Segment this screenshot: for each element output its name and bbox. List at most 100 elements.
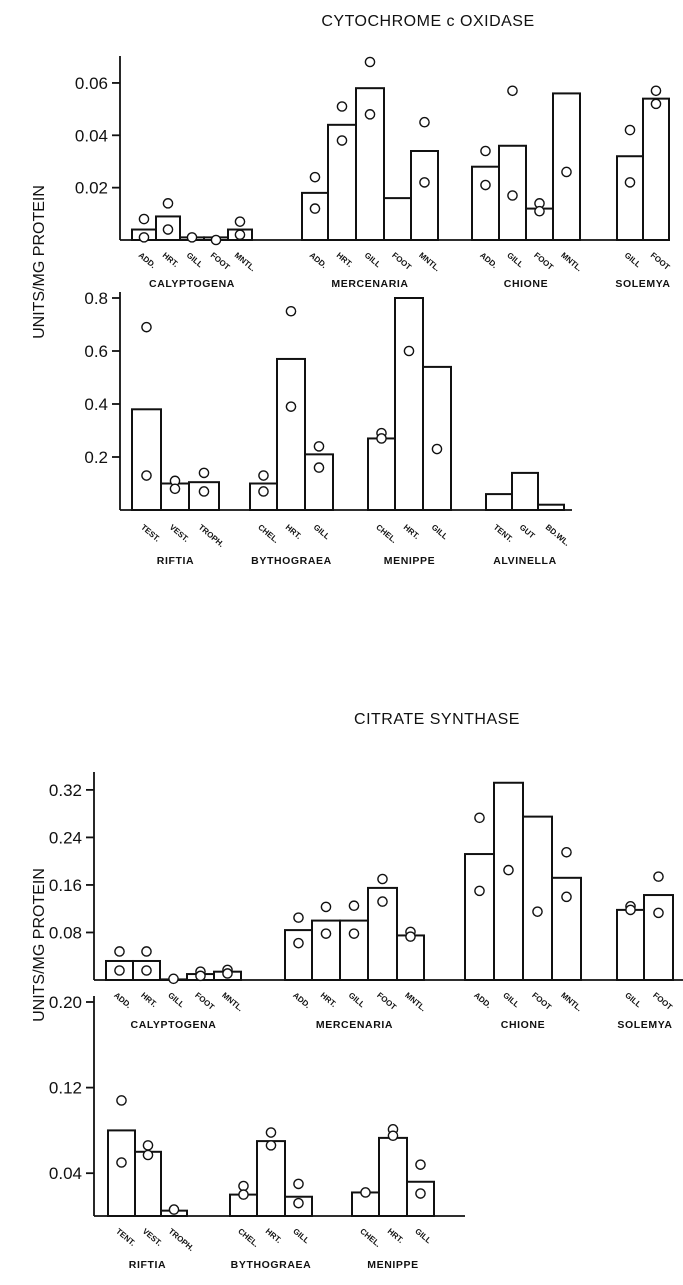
bar: [304, 453, 334, 512]
bar: [616, 908, 645, 981]
data-point: [210, 234, 222, 246]
y-tick-label: 0.06: [75, 74, 108, 93]
category-label: BD.WL.: [544, 523, 572, 548]
bar: [642, 97, 670, 241]
data-point: [198, 467, 210, 479]
data-point: [285, 401, 297, 412]
data-point: [650, 85, 662, 97]
data-point: [474, 885, 485, 897]
data-point: [293, 1197, 304, 1209]
category-label: CHEL.: [374, 523, 398, 545]
data-point: [265, 1140, 277, 1151]
group-label: BYTHOGRAEA: [231, 1259, 312, 1271]
category-label: FOOT: [649, 251, 672, 272]
group-label: MENIPPE: [384, 555, 435, 567]
data-point: [313, 441, 325, 452]
data-point: [198, 486, 210, 497]
data-point: [419, 177, 430, 188]
category-label: MNTL.: [233, 251, 258, 274]
data-point: [285, 305, 297, 317]
data-point: [142, 1149, 154, 1161]
data-point: [474, 812, 485, 824]
category-label: FOOT: [193, 991, 216, 1012]
category-label: MNTL.: [559, 991, 584, 1014]
data-point: [653, 907, 664, 919]
category-label: CHEL.: [256, 523, 280, 545]
data-point: [431, 443, 443, 455]
y-tick-label: 0.12: [49, 1079, 82, 1098]
data-point: [238, 1180, 249, 1192]
category-label: MNTL.: [559, 251, 584, 274]
data-point: [480, 145, 491, 157]
y-tick-label: 0.04: [75, 126, 108, 145]
data-point: [561, 846, 572, 858]
group-label: RIFTIA: [129, 1259, 166, 1271]
category-label: VEST.: [141, 1227, 164, 1248]
group-label: MENIPPE: [367, 1259, 418, 1271]
category-label: FOOT: [532, 251, 555, 272]
data-point: [313, 462, 325, 473]
group-label: ALVINELLA: [493, 555, 557, 567]
y-tick-label: 0.20: [49, 993, 82, 1012]
data-point: [653, 871, 664, 882]
data-point: [293, 1178, 304, 1190]
category-label: GILL: [413, 1227, 433, 1246]
category-label: MNTL.: [417, 251, 442, 274]
category-label: ADD.: [478, 251, 499, 270]
bar: [256, 1140, 286, 1217]
category-label: ADD.: [112, 991, 133, 1010]
data-point: [114, 946, 125, 957]
category-label: HRT.: [386, 1227, 405, 1245]
category-label: GILL: [291, 1227, 311, 1246]
bar: [406, 1180, 435, 1218]
data-point: [168, 1204, 180, 1215]
bar: [378, 1136, 408, 1218]
data-point: [624, 124, 636, 136]
bar: [383, 197, 412, 241]
data-point: [503, 864, 514, 876]
cytochrome-ylabel: UNITS/MG PROTEIN: [31, 185, 48, 339]
data-point: [141, 470, 152, 481]
data-point: [561, 891, 572, 903]
data-point: [624, 177, 636, 188]
data-point: [387, 1130, 399, 1142]
category-label: GILL: [312, 523, 332, 542]
category-label: FOOT: [651, 991, 674, 1012]
data-point: [336, 135, 348, 146]
data-point: [625, 904, 636, 916]
y-tick-label: 0.04: [49, 1164, 82, 1183]
y-tick-label: 0.4: [84, 395, 108, 414]
bar: [537, 503, 565, 512]
bar: [511, 471, 539, 511]
data-point: [234, 216, 246, 227]
category-label: ADD.: [137, 251, 158, 270]
category-label: GILL: [166, 991, 186, 1010]
data-point: [168, 973, 179, 985]
data-point: [360, 1187, 371, 1198]
data-point: [405, 931, 416, 942]
category-label: GILL: [347, 991, 367, 1010]
data-point: [138, 213, 150, 225]
bar: [367, 437, 396, 512]
data-point: [222, 968, 233, 979]
y-tick-label: 0.08: [49, 923, 82, 942]
data-point: [320, 928, 332, 939]
bar: [422, 365, 452, 511]
category-label: TENT.: [492, 523, 515, 544]
category-label: HRT.: [319, 991, 338, 1009]
data-point: [415, 1159, 426, 1170]
category-label: HRT.: [139, 991, 158, 1009]
bar: [301, 191, 329, 241]
category-label: HRT.: [264, 1227, 283, 1245]
data-point: [415, 1188, 426, 1199]
category-label: ADD.: [291, 991, 312, 1010]
category-label: MNTL.: [403, 991, 428, 1014]
data-point: [162, 198, 174, 209]
data-point: [507, 85, 518, 97]
data-point: [293, 912, 304, 923]
bar: [471, 165, 500, 242]
